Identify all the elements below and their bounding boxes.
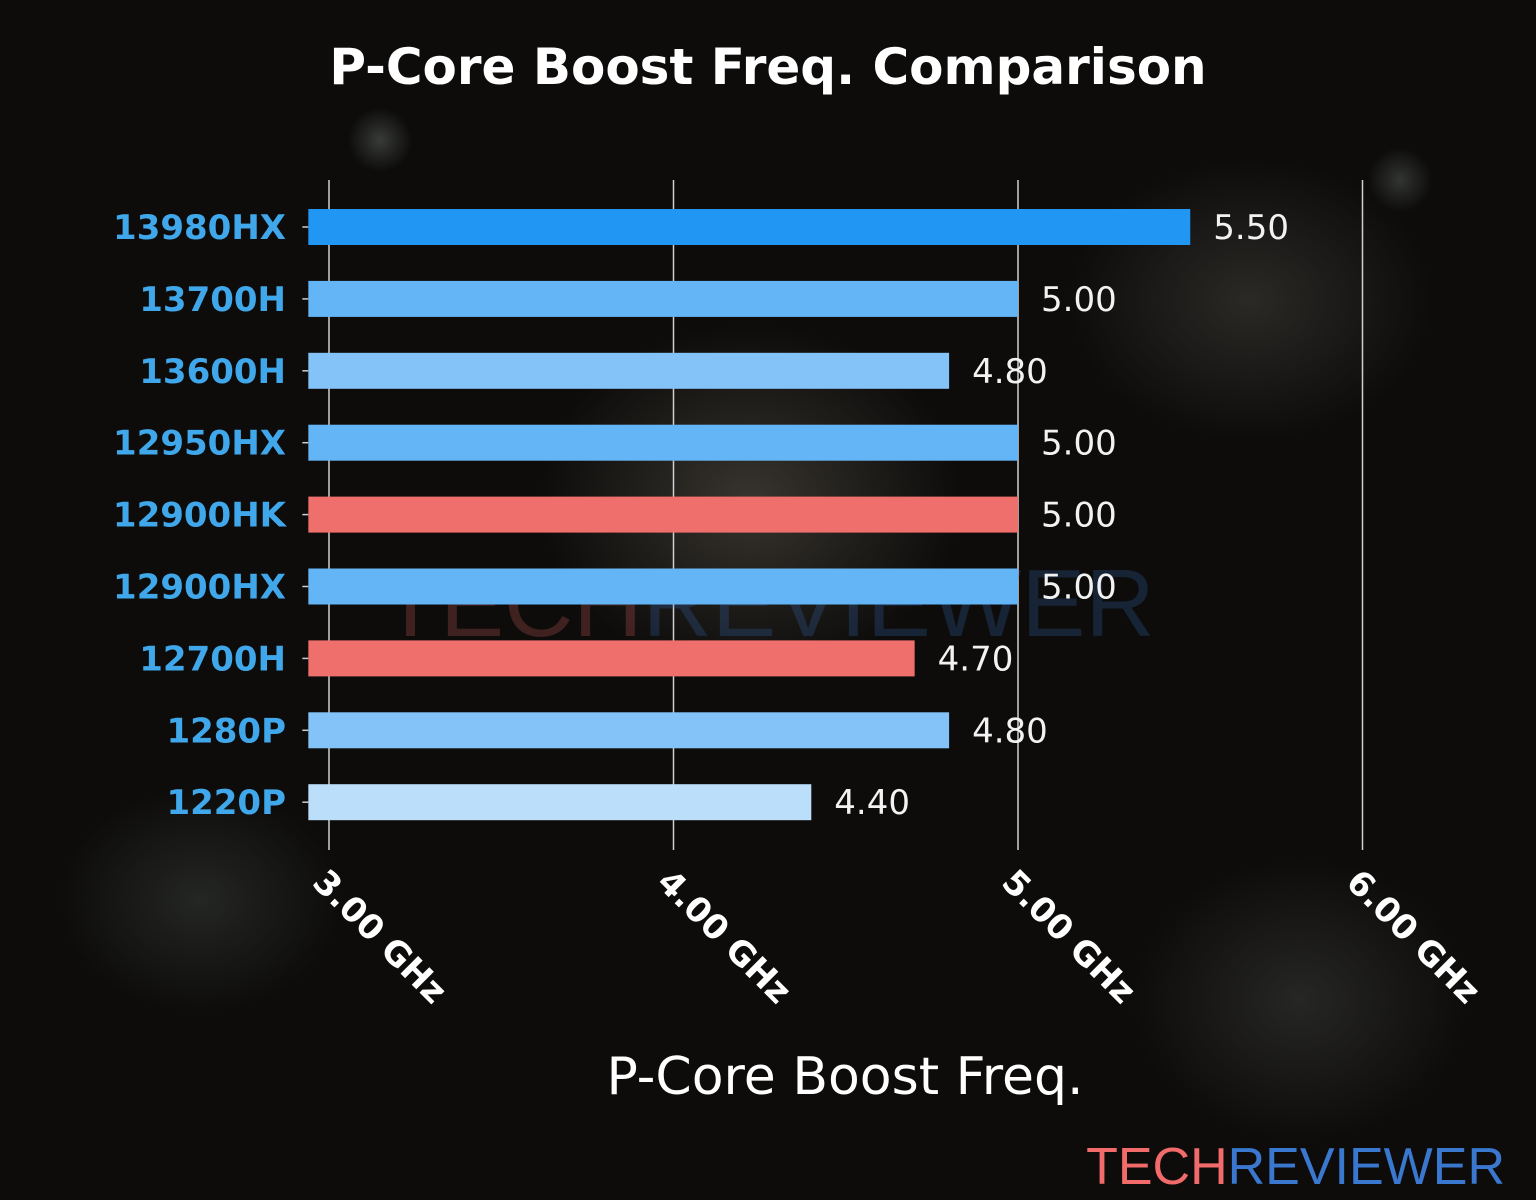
bar [308,209,1191,245]
bar [308,496,1019,533]
data-label: 5.00 [1041,424,1117,464]
bar [308,640,915,677]
data-label: 5.00 [1041,496,1117,536]
y-tick-label: 12700H [139,639,286,679]
x-axis-label: P-Core Boost Freq. [606,1047,1083,1107]
data-label: 5.00 [1041,568,1117,608]
bar [308,280,1019,317]
x-tick-label: 6.00 GHz [1338,862,1488,1012]
y-tick-label: 12900HX [113,568,286,608]
y-tick-label: 13600H [139,352,286,392]
data-label: 4.40 [834,783,910,823]
bar [308,784,812,821]
y-tick-label: 13980HX [113,208,286,248]
data-label: 5.00 [1041,280,1117,320]
bar [308,712,950,749]
y-tick-label: 1280P [166,711,286,751]
bar [308,568,1019,605]
data-label: 4.80 [972,711,1048,751]
bar [308,352,950,389]
techreviewer-logo: TECHREVIEWER [1086,1138,1505,1196]
bar [308,424,1019,461]
y-tick-label: 13700H [139,280,286,320]
x-tick-label: 4.00 GHz [649,862,799,1012]
data-label: 4.70 [938,639,1014,679]
x-tick-label: 3.00 GHz [305,862,455,1012]
x-tick-label: 5.00 GHz [994,862,1144,1012]
y-tick-label: 12900HK [113,496,288,536]
y-tick-label: 12950HX [113,424,286,464]
data-label: 4.80 [972,352,1048,392]
chart-title: P-Core Boost Freq. Comparison [329,38,1206,96]
data-label: 5.50 [1213,208,1289,248]
y-tick-label: 1220P [166,783,286,823]
